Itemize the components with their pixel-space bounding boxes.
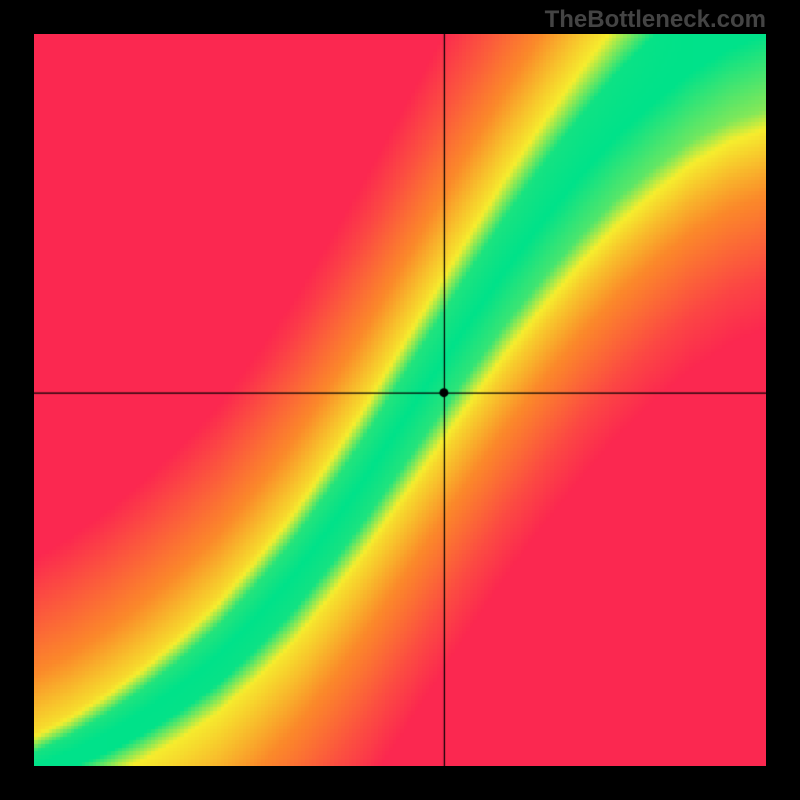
chart-container: TheBottleneck.com xyxy=(0,0,800,800)
watermark-label: TheBottleneck.com xyxy=(545,6,766,34)
bottleneck-heatmap xyxy=(34,34,766,766)
